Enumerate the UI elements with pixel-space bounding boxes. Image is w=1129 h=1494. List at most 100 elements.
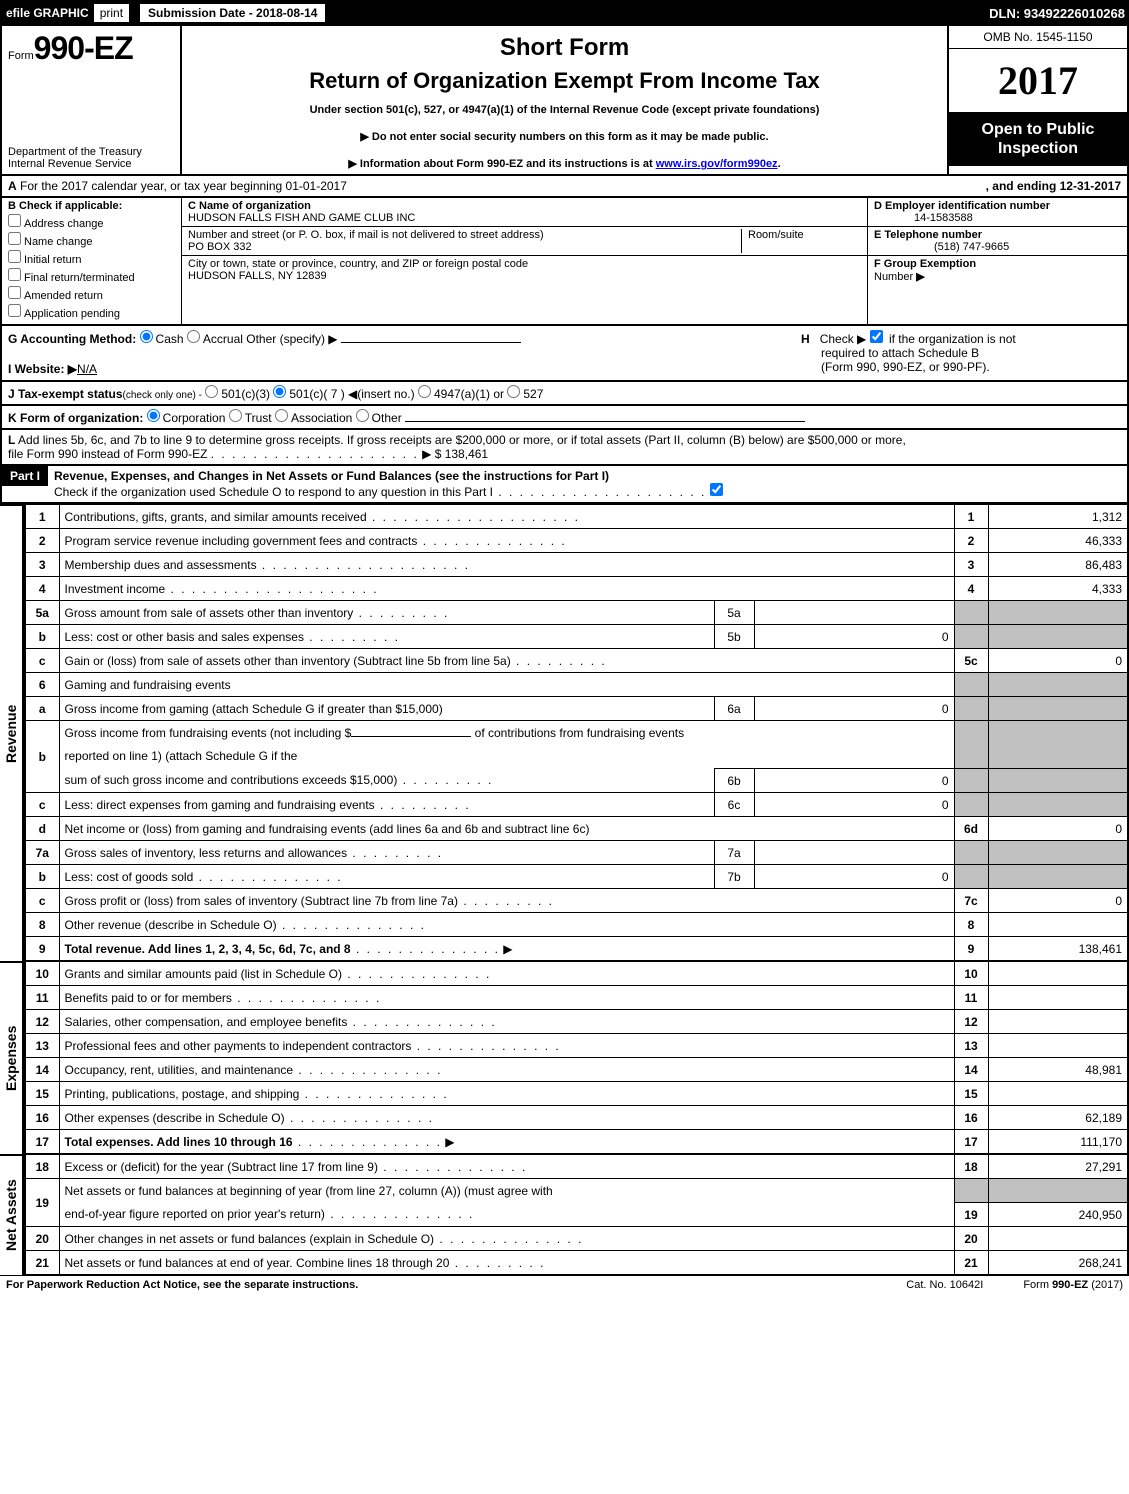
form-number: 990-EZ [34, 30, 133, 66]
chk-name-change-box[interactable] [8, 232, 21, 245]
line-5c: cGain or (loss) from sale of assets othe… [25, 649, 1128, 673]
org-name: HUDSON FALLS FISH AND GAME CLUB INC [188, 212, 415, 224]
dept-irs: Internal Revenue Service [8, 158, 174, 170]
radio-cash[interactable] [140, 330, 153, 343]
netassets-table: 18Excess or (deficit) for the year (Subt… [24, 1154, 1129, 1275]
line-21: 21Net assets or fund balances at end of … [25, 1251, 1128, 1275]
j-o2: 501(c)( 7 ) ◀(insert no.) [289, 387, 414, 401]
radio-527[interactable] [507, 385, 520, 398]
open-public-1: Open to Public [953, 120, 1123, 139]
g-label: G Accounting Method: [8, 332, 136, 346]
line-i: I Website: ▶N/A [8, 362, 801, 376]
chk-schedule-o[interactable] [710, 483, 723, 496]
label-a: A [8, 179, 17, 193]
line-14: 14Occupancy, rent, utilities, and mainte… [25, 1058, 1128, 1082]
chk-amended-return-box[interactable] [8, 286, 21, 299]
j-o1: 501(c)(3) [221, 387, 270, 401]
line-6c: cLess: direct expenses from gaming and f… [25, 793, 1128, 817]
line-g: G Accounting Method: Cash Accrual Other … [8, 330, 801, 346]
website-value: N/A [77, 362, 97, 376]
page-footer: For Paperwork Reduction Act Notice, see … [0, 1275, 1129, 1294]
c-label: C Name of organization [188, 200, 311, 212]
expenses-section: Expenses 10Grants and similar amounts pa… [0, 961, 1129, 1154]
i-label: I Website: ▶ [8, 362, 77, 376]
radio-other-org[interactable] [356, 409, 369, 422]
tax-year-ending: , and ending 12-31-2017 [986, 179, 1121, 193]
chk-final-return-box[interactable] [8, 268, 21, 281]
radio-4947[interactable] [418, 385, 431, 398]
radio-corporation[interactable] [147, 409, 160, 422]
chk-application-pending[interactable]: Application pending [8, 304, 175, 320]
ssn-warning: ▶ Do not enter social security numbers o… [190, 130, 939, 143]
line-5a: 5aGross amount from sale of assets other… [25, 601, 1128, 625]
line-6a: aGross income from gaming (attach Schedu… [25, 697, 1128, 721]
bcd-row: B Check if applicable: Address change Na… [0, 198, 1129, 326]
section-d: D Employer identification number 14-1583… [867, 198, 1127, 324]
submission-date: Submission Date - 2018-08-14 [138, 2, 327, 24]
radio-accrual[interactable] [187, 330, 200, 343]
other-blank [341, 342, 521, 343]
other-specify: Other (specify) ▶ [246, 332, 337, 346]
l-dots [211, 447, 419, 461]
phone-row: E Telephone number (518) 747-9665 [868, 227, 1127, 256]
cash-label: Cash [156, 332, 184, 346]
street-label: Number and street (or P. O. box, if mail… [188, 229, 544, 241]
f-label: F Group Exemption [874, 258, 976, 270]
line-20: 20Other changes in net assets or fund ba… [25, 1227, 1128, 1251]
line-k: K Form of organization: Corporation Trus… [0, 406, 1129, 430]
fundraising-blank [351, 736, 471, 737]
dln-number: DLN: 93492226010268 [989, 6, 1125, 21]
form-header: Form990-EZ Department of the Treasury In… [0, 26, 1129, 176]
print-button[interactable]: print [93, 3, 130, 23]
subtitle: Under section 501(c), 527, or 4947(a)(1)… [190, 104, 939, 116]
l-label: L [8, 433, 15, 447]
top-bar: efile GRAPHIC print Submission Date - 20… [0, 0, 1129, 26]
ein-value: 14-1583588 [874, 212, 973, 224]
chk-address-change[interactable]: Address change [8, 214, 175, 230]
line-j: J Tax-exempt status(check only one) - 50… [0, 382, 1129, 406]
street-row: Number and street (or P. O. box, if mail… [182, 227, 867, 256]
line-16: 16Other expenses (describe in Schedule O… [25, 1106, 1128, 1130]
line-9: 9Total revenue. Add lines 1, 2, 3, 4, 5c… [25, 937, 1128, 961]
city-label: City or town, state or province, country… [188, 258, 528, 270]
open-to-public: Open to Public Inspection [949, 112, 1127, 166]
h-text2: if the organization is not [889, 332, 1016, 346]
chk-schedule-b[interactable] [870, 330, 883, 343]
line-7c: cGross profit or (loss) from sales of in… [25, 889, 1128, 913]
part-1-check: Check if the organization used Schedule … [54, 485, 493, 499]
line-l: L Add lines 5b, 6c, and 7b to line 9 to … [0, 430, 1129, 466]
efile-label: efile GRAPHIC [0, 6, 89, 20]
part-1-title: Revenue, Expenses, and Changes in Net As… [54, 469, 609, 483]
line-2: 2Program service revenue including gover… [25, 529, 1128, 553]
chk-amended-return[interactable]: Amended return [8, 286, 175, 302]
chk-name-change[interactable]: Name change [8, 232, 175, 248]
chk-initial-return[interactable]: Initial return [8, 250, 175, 266]
line-8: 8Other revenue (describe in Schedule O)8 [25, 913, 1128, 937]
part-1-header: Part I [2, 466, 48, 486]
revenue-table: 1Contributions, gifts, grants, and simil… [24, 504, 1129, 961]
chk-address-change-box[interactable] [8, 214, 21, 227]
org-name-row: C Name of organization HUDSON FALLS FISH… [182, 198, 867, 227]
irs-link[interactable]: www.irs.gov/form990ez [656, 158, 778, 170]
radio-501c[interactable] [273, 385, 286, 398]
line-7b: bLess: cost of goods sold7b0 [25, 865, 1128, 889]
e-label: E Telephone number [874, 229, 982, 241]
chk-final-return[interactable]: Final return/terminated [8, 268, 175, 284]
radio-association[interactable] [275, 409, 288, 422]
k-label: K Form of organization: [8, 411, 143, 425]
l-text1: Add lines 5b, 6c, and 7b to line 9 to de… [18, 433, 906, 447]
k-o3: Association [291, 411, 352, 425]
radio-501c3[interactable] [205, 385, 218, 398]
j-o3: 4947(a)(1) or [434, 387, 504, 401]
line-3: 3Membership dues and assessments386,483 [25, 553, 1128, 577]
street-value: PO BOX 332 [188, 241, 252, 253]
line-a: A For the 2017 calendar year, or tax yea… [0, 176, 1129, 198]
form-prefix: Form [8, 50, 34, 62]
radio-trust[interactable] [229, 409, 242, 422]
chk-initial-return-box[interactable] [8, 250, 21, 263]
chk-application-pending-box[interactable] [8, 304, 21, 317]
k-blank [405, 421, 805, 422]
h-text4: (Form 990, 990-EZ, or 990-PF). [801, 360, 990, 374]
info-pre: ▶ Information about Form 990-EZ and its … [348, 158, 655, 170]
expenses-side-label: Expenses [0, 961, 24, 1154]
